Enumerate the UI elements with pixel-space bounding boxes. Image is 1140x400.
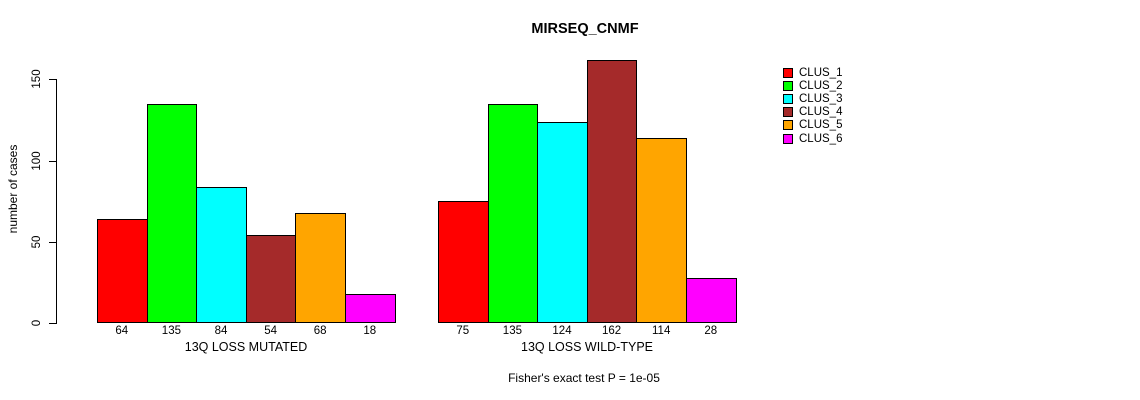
bar-clus_5 xyxy=(295,212,346,323)
legend-item-clus_1: CLUS_1 xyxy=(783,66,842,79)
y-tick-label: 50 xyxy=(31,235,43,249)
bar-value-label: 135 xyxy=(502,325,522,337)
y-axis-line xyxy=(56,79,57,323)
bar-clus_1 xyxy=(97,219,148,323)
legend-swatch xyxy=(783,120,793,131)
legend-swatch xyxy=(783,107,793,118)
legend-label: CLUS_3 xyxy=(799,92,843,105)
bar-value-label: 68 xyxy=(313,325,327,337)
legend-item-clus_2: CLUS_2 xyxy=(783,79,842,92)
y-tick xyxy=(49,241,57,243)
y-tick-label: 150 xyxy=(31,69,43,89)
legend-swatch xyxy=(783,133,793,144)
y-tick-label: 100 xyxy=(31,150,43,171)
bar-clus_4 xyxy=(587,59,637,323)
legend-item-clus_3: CLUS_3 xyxy=(783,92,842,105)
bar-clus_6 xyxy=(686,277,737,323)
legend-label: CLUS_2 xyxy=(799,79,843,92)
bar-value-label: 124 xyxy=(552,325,572,337)
chart-title: MIRSEQ_CNMF xyxy=(531,21,639,37)
legend-item-clus_6: CLUS_6 xyxy=(783,132,842,145)
legend-swatch xyxy=(783,67,793,78)
bar-clus_6 xyxy=(345,293,396,323)
legend-label: CLUS_5 xyxy=(799,119,843,132)
legend-label: CLUS_4 xyxy=(799,106,843,119)
fisher-test-caption: Fisher's exact test P = 1e-05 xyxy=(508,371,660,385)
bar-value-label: 18 xyxy=(363,325,377,337)
legend-swatch xyxy=(783,80,793,91)
legend: CLUS_1 CLUS_2 CLUS_3 CLUS_4 CLUS_5 CLUS_6 xyxy=(783,66,842,145)
bar-clus_1 xyxy=(438,201,489,323)
legend-label: CLUS_1 xyxy=(799,66,843,79)
bar-clus_5 xyxy=(636,137,687,323)
bar-value-label: 135 xyxy=(161,325,181,337)
legend-label: CLUS_6 xyxy=(799,132,843,145)
bar-value-label: 162 xyxy=(602,325,622,337)
x-group-label-mutated: 13Q LOSS MUTATED xyxy=(184,340,308,354)
y-tick xyxy=(49,79,57,81)
x-group-label-wildtype: 13Q LOSS WILD-TYPE xyxy=(521,340,653,354)
y-tick-label: 0 xyxy=(31,319,43,327)
bar-clus_3 xyxy=(196,186,247,323)
legend-item-clus_5: CLUS_5 xyxy=(783,119,842,132)
bar-value-label: 114 xyxy=(652,325,671,337)
bar-value-label: 64 xyxy=(115,325,129,337)
y-tick xyxy=(49,160,57,162)
bar-clus_4 xyxy=(246,235,296,323)
y-axis-title: number of cases xyxy=(6,144,20,234)
bar-clus_2 xyxy=(488,103,538,323)
bar-value-label: 84 xyxy=(214,325,228,337)
legend-swatch xyxy=(783,93,793,104)
bar-value-label: 75 xyxy=(456,325,470,337)
bar-value-label: 28 xyxy=(704,325,718,337)
bar-clus_2 xyxy=(147,103,197,323)
bar-clus_3 xyxy=(537,121,588,323)
y-tick xyxy=(49,323,57,324)
legend-item-clus_4: CLUS_4 xyxy=(783,106,842,119)
bar-value-label: 54 xyxy=(264,325,277,337)
